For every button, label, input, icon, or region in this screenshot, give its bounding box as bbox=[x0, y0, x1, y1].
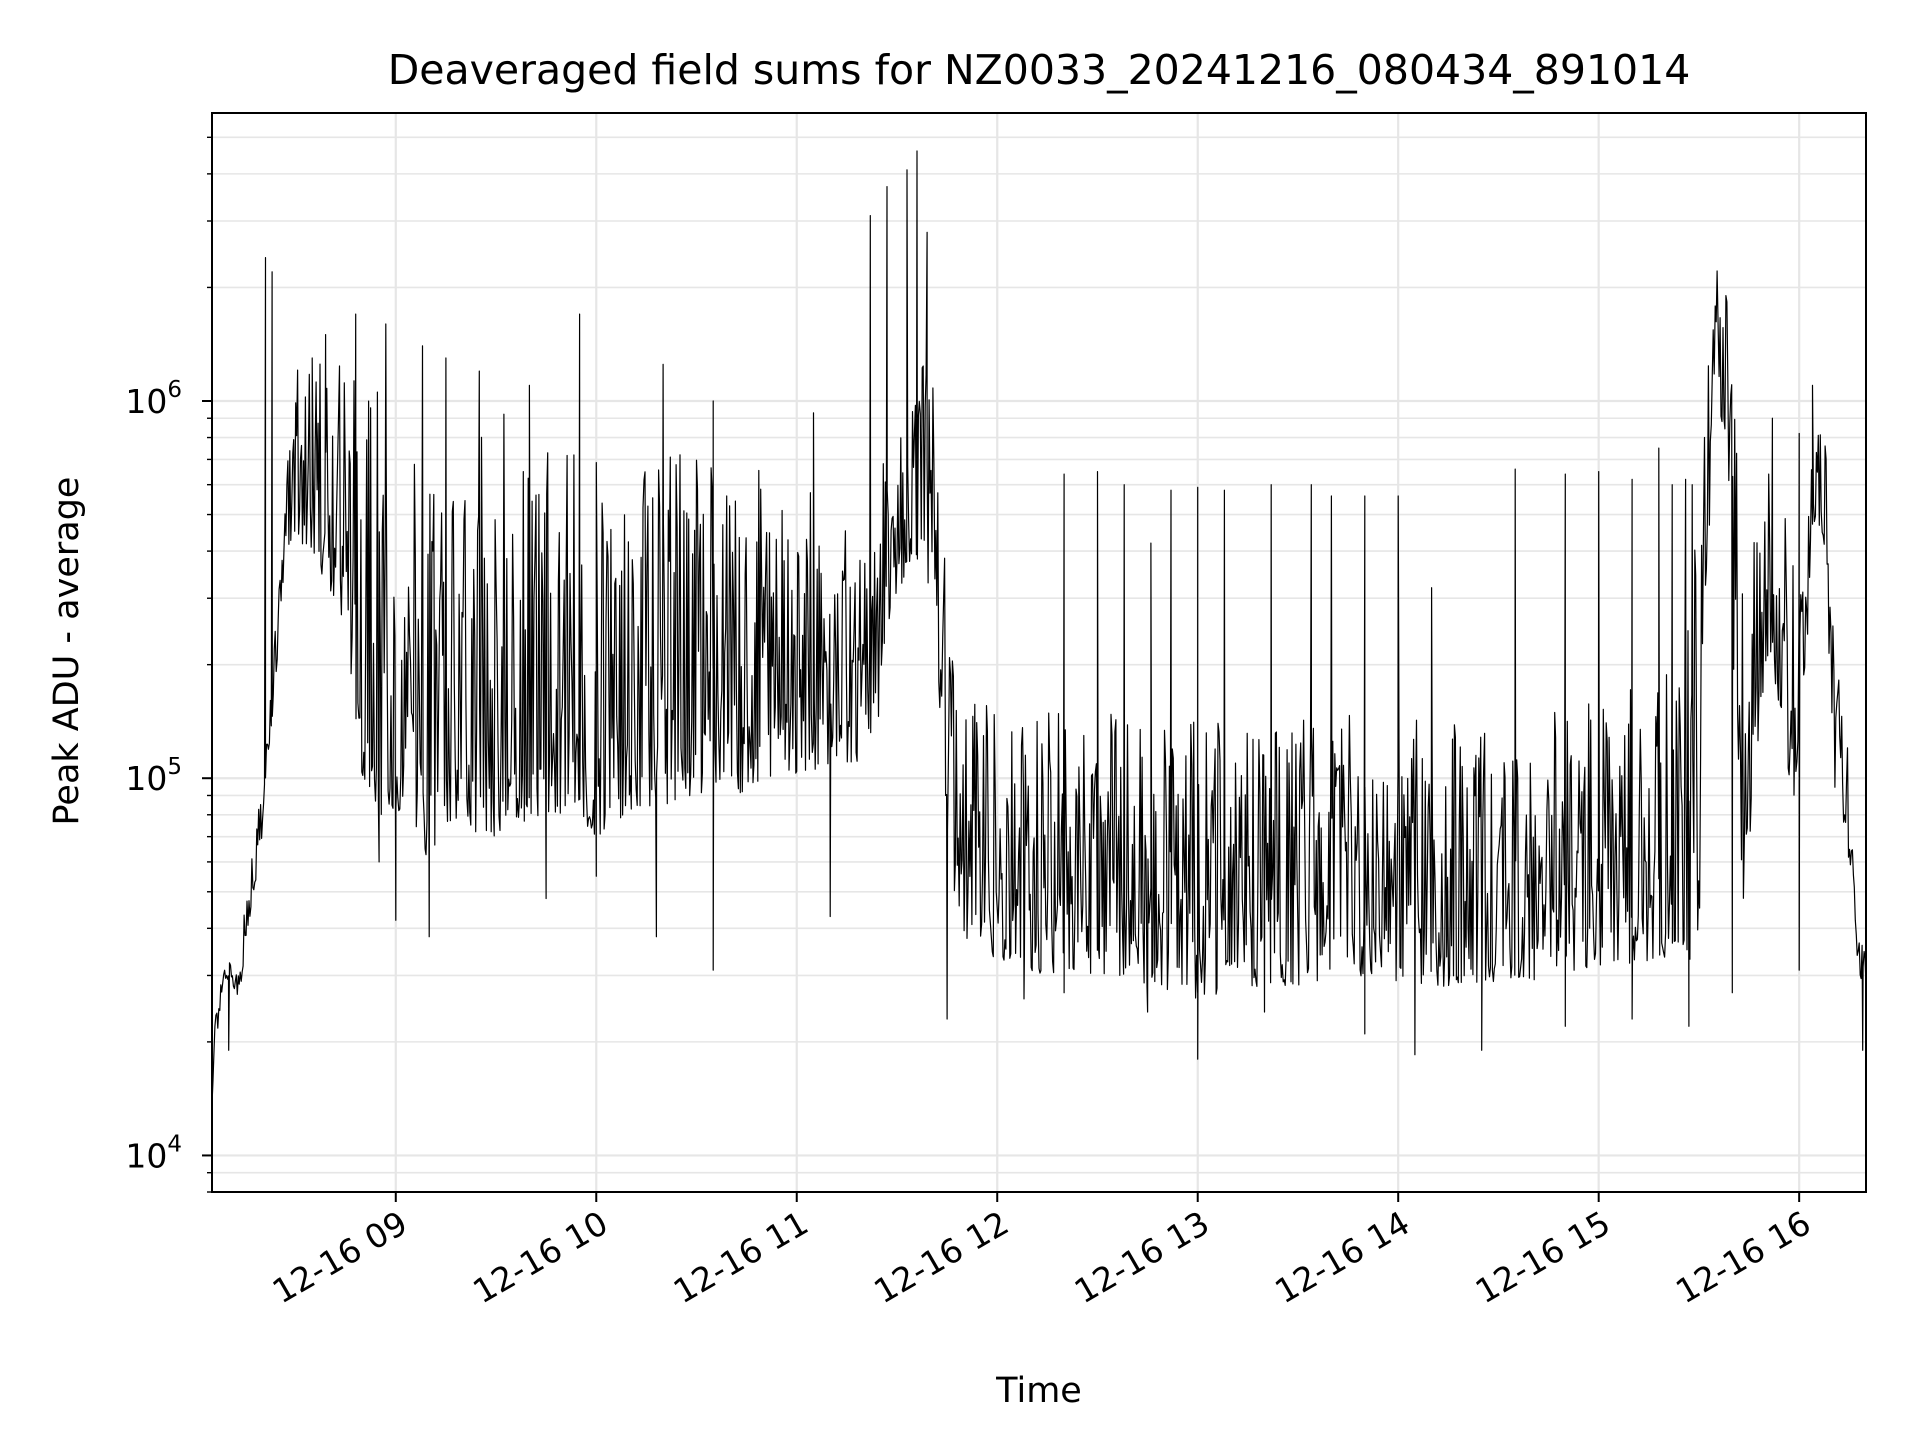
plot-frame bbox=[211, 112, 1867, 1193]
series-path bbox=[211, 150, 1867, 1105]
x-axis-label: Time bbox=[995, 1371, 1082, 1411]
y-tick-label: 105 bbox=[125, 754, 182, 798]
x-tick-label: 12-16 15 bbox=[1469, 1203, 1617, 1311]
y-axis-label: Peak ADU - average bbox=[47, 477, 87, 826]
x-tick-label: 12-16 11 bbox=[667, 1203, 815, 1311]
x-tick-label: 12-16 09 bbox=[266, 1203, 414, 1311]
x-tick-label: 12-16 10 bbox=[466, 1203, 614, 1311]
x-tick-label: 12-16 14 bbox=[1268, 1203, 1416, 1311]
x-tick-label: 12-16 13 bbox=[1068, 1203, 1216, 1311]
x-tick-label: 12-16 12 bbox=[867, 1203, 1015, 1311]
chart-title: Deaveraged field sums for NZ0033_2024121… bbox=[388, 46, 1691, 94]
grid bbox=[212, 113, 1866, 1193]
x-axis: 12-16 09 12-16 10 12-16 11 12-16 12 12-16 13… bbox=[266, 1192, 1817, 1311]
y-tick-label: 106 bbox=[125, 377, 182, 421]
x-tick-label: 12-16 16 bbox=[1669, 1203, 1817, 1311]
y-axis: 104 105 106 bbox=[125, 136, 212, 1193]
series-line bbox=[211, 150, 1867, 1105]
y-tick-label: 104 bbox=[125, 1131, 182, 1175]
